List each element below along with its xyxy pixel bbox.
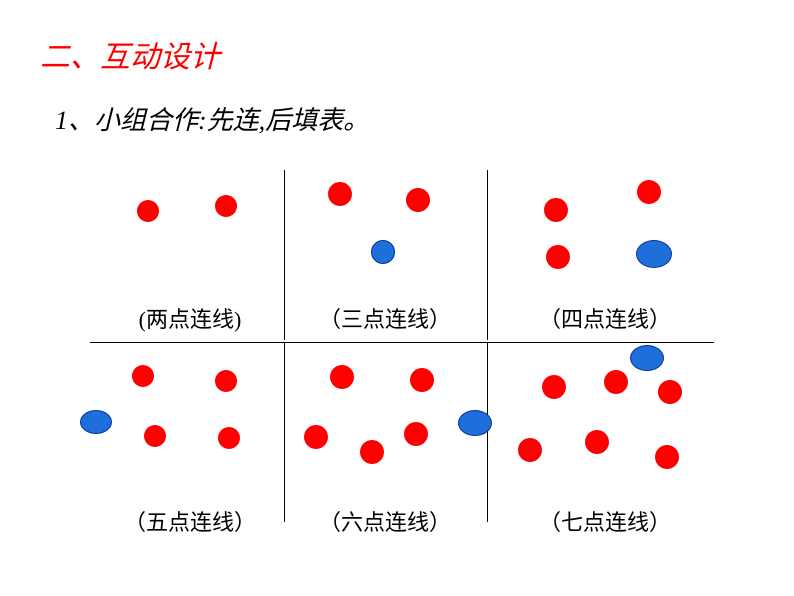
red-dot	[215, 195, 237, 217]
red-dot	[330, 365, 354, 389]
red-dot	[218, 427, 240, 449]
red-dot	[637, 180, 661, 204]
red-dot	[137, 200, 159, 222]
red-dot	[604, 370, 628, 394]
red-dot	[215, 370, 237, 392]
blue-dot	[636, 240, 672, 268]
diagram-grid: (两点连线)（三点连线） （四点连线） （五点连线）（六点连线） （七点连线）	[90, 170, 714, 550]
red-dot	[544, 198, 568, 222]
grid-line	[90, 342, 714, 343]
red-dot	[360, 440, 384, 464]
blue-dot	[80, 410, 112, 434]
red-dot	[132, 365, 154, 387]
red-dot	[410, 368, 434, 392]
section-title: 二、互动设计	[40, 32, 220, 76]
cell-label: （四点连线）	[505, 302, 705, 334]
cell-label: (两点连线)	[90, 302, 290, 334]
red-dot	[585, 430, 609, 454]
cell-label: （七点连线）	[505, 505, 705, 537]
red-dot	[328, 182, 352, 206]
red-dot	[546, 245, 570, 269]
red-dot	[658, 380, 682, 404]
red-dot	[144, 425, 166, 447]
red-dot	[655, 445, 679, 469]
red-dot	[518, 438, 542, 462]
red-dot	[542, 375, 566, 399]
cell-label: （三点连线）	[285, 302, 485, 334]
blue-dot	[371, 240, 395, 264]
red-dot	[304, 425, 328, 449]
subtitle: 1、小组合作:先连,后填表。	[55, 100, 369, 137]
blue-dot	[630, 345, 664, 371]
grid-line	[487, 170, 488, 340]
cell-label: （五点连线）	[90, 505, 290, 537]
red-dot	[404, 422, 428, 446]
grid-line	[284, 342, 285, 522]
cell-label: （六点连线）	[285, 505, 485, 537]
blue-dot	[458, 410, 492, 436]
red-dot	[406, 188, 430, 212]
